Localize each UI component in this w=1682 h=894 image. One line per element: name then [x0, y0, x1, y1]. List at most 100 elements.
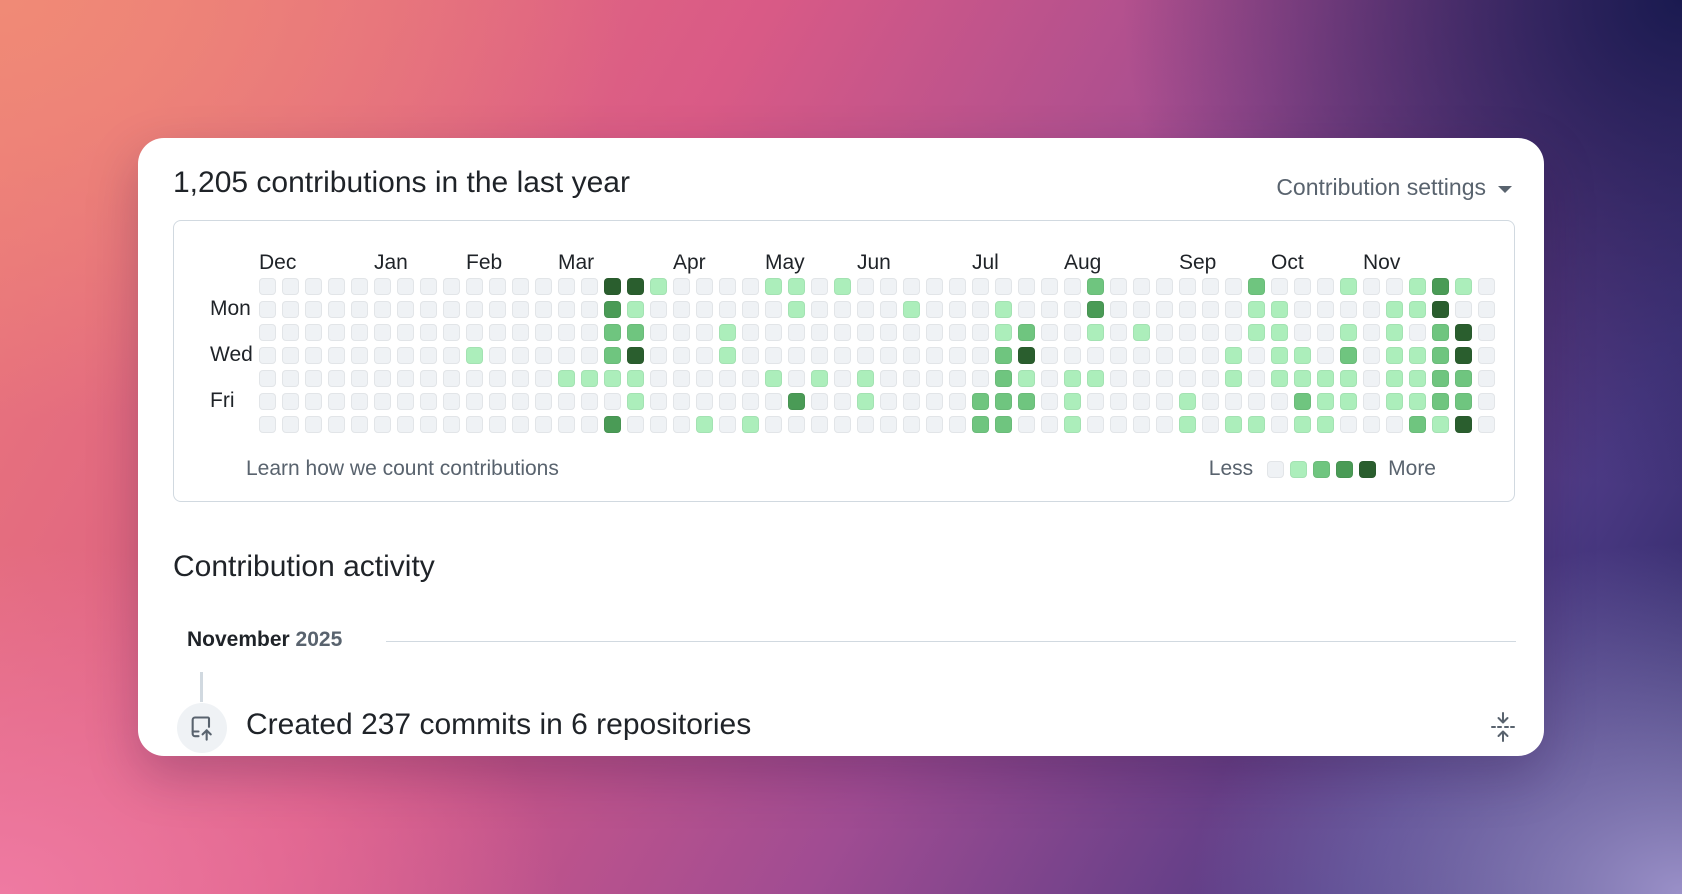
contribution-day[interactable]: [995, 324, 1012, 341]
contribution-day[interactable]: [604, 301, 621, 318]
contribution-day[interactable]: [903, 278, 920, 295]
contribution-day[interactable]: [1455, 393, 1472, 410]
contribution-day[interactable]: [1018, 278, 1035, 295]
contribution-day[interactable]: [1225, 416, 1242, 433]
contribution-day[interactable]: [512, 347, 529, 364]
contribution-day[interactable]: [1110, 416, 1127, 433]
contribution-day[interactable]: [1248, 370, 1265, 387]
contribution-day[interactable]: [1018, 301, 1035, 318]
contribution-day[interactable]: [1248, 301, 1265, 318]
contribution-day[interactable]: [1248, 416, 1265, 433]
contribution-day[interactable]: [581, 301, 598, 318]
contribution-day[interactable]: [765, 301, 782, 318]
contribution-day[interactable]: [1294, 324, 1311, 341]
contribution-day[interactable]: [489, 347, 506, 364]
contribution-day[interactable]: [259, 347, 276, 364]
contribution-day[interactable]: [1409, 347, 1426, 364]
contribution-day[interactable]: [397, 370, 414, 387]
contribution-day[interactable]: [1156, 370, 1173, 387]
contribution-day[interactable]: [719, 278, 736, 295]
contribution-day[interactable]: [397, 393, 414, 410]
contribution-day[interactable]: [420, 370, 437, 387]
contribution-day[interactable]: [765, 278, 782, 295]
contribution-day[interactable]: [535, 324, 552, 341]
contribution-day[interactable]: [742, 416, 759, 433]
contribution-day[interactable]: [788, 393, 805, 410]
contribution-day[interactable]: [558, 393, 575, 410]
contribution-day[interactable]: [719, 324, 736, 341]
contribution-day[interactable]: [443, 278, 460, 295]
contribution-day[interactable]: [1087, 278, 1104, 295]
contribution-day[interactable]: [627, 393, 644, 410]
contribution-day[interactable]: [926, 416, 943, 433]
contribution-day[interactable]: [788, 301, 805, 318]
contribution-day[interactable]: [1087, 416, 1104, 433]
contribution-day[interactable]: [1156, 301, 1173, 318]
contribution-day[interactable]: [581, 393, 598, 410]
contribution-day[interactable]: [512, 301, 529, 318]
contribution-day[interactable]: [305, 393, 322, 410]
contribution-day[interactable]: [466, 370, 483, 387]
contribution-day[interactable]: [811, 370, 828, 387]
contribution-day[interactable]: [650, 301, 667, 318]
contribution-day[interactable]: [1294, 370, 1311, 387]
contribution-day[interactable]: [1041, 347, 1058, 364]
contribution-day[interactable]: [1432, 416, 1449, 433]
contribution-day[interactable]: [604, 370, 621, 387]
contribution-day[interactable]: [374, 393, 391, 410]
contribution-day[interactable]: [328, 324, 345, 341]
contribution-day[interactable]: [857, 324, 874, 341]
contribution-day[interactable]: [673, 301, 690, 318]
contribution-day[interactable]: [834, 416, 851, 433]
contribution-day[interactable]: [673, 393, 690, 410]
contribution-day[interactable]: [374, 416, 391, 433]
contribution-day[interactable]: [1340, 301, 1357, 318]
contribution-day[interactable]: [1432, 301, 1449, 318]
contribution-day[interactable]: [1156, 393, 1173, 410]
contribution-day[interactable]: [351, 393, 368, 410]
contribution-day[interactable]: [1133, 393, 1150, 410]
contribution-day[interactable]: [1133, 278, 1150, 295]
contribution-day[interactable]: [1018, 416, 1035, 433]
contribution-day[interactable]: [1179, 347, 1196, 364]
contribution-day[interactable]: [1317, 370, 1334, 387]
contribution-day[interactable]: [328, 301, 345, 318]
contribution-day[interactable]: [397, 416, 414, 433]
contribution-day[interactable]: [581, 347, 598, 364]
contribution-day[interactable]: [535, 393, 552, 410]
contribution-day[interactable]: [1133, 370, 1150, 387]
contribution-day[interactable]: [558, 416, 575, 433]
contribution-day[interactable]: [604, 393, 621, 410]
contribution-day[interactable]: [1478, 278, 1495, 295]
contribution-day[interactable]: [1294, 278, 1311, 295]
contribution-day[interactable]: [834, 278, 851, 295]
contribution-day[interactable]: [282, 347, 299, 364]
contribution-day[interactable]: [696, 393, 713, 410]
contribution-day[interactable]: [972, 347, 989, 364]
contribution-day[interactable]: [673, 347, 690, 364]
contribution-day[interactable]: [305, 416, 322, 433]
contribution-day[interactable]: [1179, 301, 1196, 318]
contribution-day[interactable]: [466, 301, 483, 318]
contribution-day[interactable]: [880, 393, 897, 410]
contribution-day[interactable]: [903, 324, 920, 341]
contribution-day[interactable]: [857, 347, 874, 364]
contribution-day[interactable]: [1317, 347, 1334, 364]
contribution-day[interactable]: [512, 416, 529, 433]
contribution-day[interactable]: [1064, 416, 1081, 433]
contribution-day[interactable]: [1478, 301, 1495, 318]
contribution-day[interactable]: [282, 370, 299, 387]
contribution-day[interactable]: [1478, 324, 1495, 341]
contribution-day[interactable]: [627, 301, 644, 318]
contribution-day[interactable]: [811, 278, 828, 295]
contribution-day[interactable]: [1087, 301, 1104, 318]
contribution-day[interactable]: [282, 278, 299, 295]
contribution-day[interactable]: [558, 301, 575, 318]
contribution-day[interactable]: [489, 370, 506, 387]
contribution-day[interactable]: [1478, 416, 1495, 433]
contribution-day[interactable]: [1363, 416, 1380, 433]
contribution-day[interactable]: [1087, 324, 1104, 341]
contribution-day[interactable]: [351, 324, 368, 341]
contribution-day[interactable]: [811, 416, 828, 433]
contribution-day[interactable]: [1110, 278, 1127, 295]
